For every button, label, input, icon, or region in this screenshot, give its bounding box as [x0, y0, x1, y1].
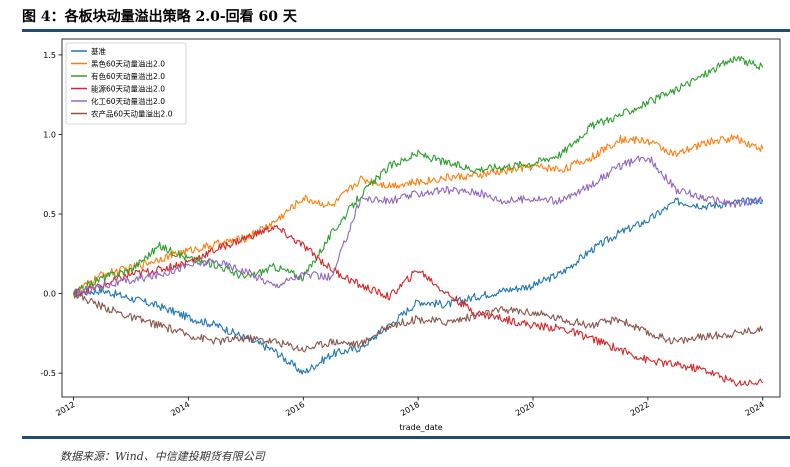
x-tick-label: 2016	[284, 400, 306, 418]
x-tick-label: 2020	[514, 400, 536, 418]
series-line-5	[72, 293, 764, 353]
y-axis: -0.5 0.0 0.5 1.0 1.5	[40, 51, 62, 378]
plot-area-frame	[61, 38, 781, 398]
series-line-1	[73, 134, 764, 297]
x-tick-label: 2014	[169, 400, 191, 418]
source-note: 数据来源：Wind、中信建投期货有限公司	[60, 450, 265, 463]
series-line-2	[73, 55, 764, 295]
series-line-0	[72, 197, 764, 375]
top-divider	[22, 29, 790, 32]
legend-box	[65, 42, 187, 125]
x-axis-label: trade_date	[399, 423, 442, 432]
legend-entry-label: 有色60天动量溢出2.0	[91, 71, 165, 81]
figure-title: 图 4：各板块动量溢出策略 2.0-回看 60 天	[22, 9, 297, 25]
x-tick-label: 2024	[744, 400, 766, 418]
x-tick-label: 2018	[399, 400, 421, 418]
y-tick-label: 0.0	[43, 290, 56, 299]
y-tick-label: -0.5	[40, 369, 56, 378]
legend-entry-label: 黑色60天动量溢出2.0	[91, 58, 165, 68]
series-layer	[72, 55, 764, 387]
x-tick-label: 2022	[629, 400, 651, 418]
x-axis: 2012 2014 2016 2018 2020 2022 2024	[54, 397, 766, 418]
legend-entry-label: 化工60天动量溢出2.0	[91, 96, 165, 106]
legend-entry-label: 能源60天动量溢出2.0	[91, 83, 165, 93]
series-line-3	[73, 224, 764, 387]
legend-entry-label: 农产品60天动量溢出2.0	[91, 108, 173, 118]
y-tick-label: 1.5	[43, 51, 56, 60]
legend-entry-label: 基准	[91, 46, 106, 56]
bottom-divider	[22, 436, 790, 439]
series-line-4	[73, 155, 764, 297]
x-tick-label: 2012	[54, 400, 76, 418]
y-tick-label: 0.5	[43, 210, 56, 219]
y-tick-label: 1.0	[43, 130, 56, 139]
